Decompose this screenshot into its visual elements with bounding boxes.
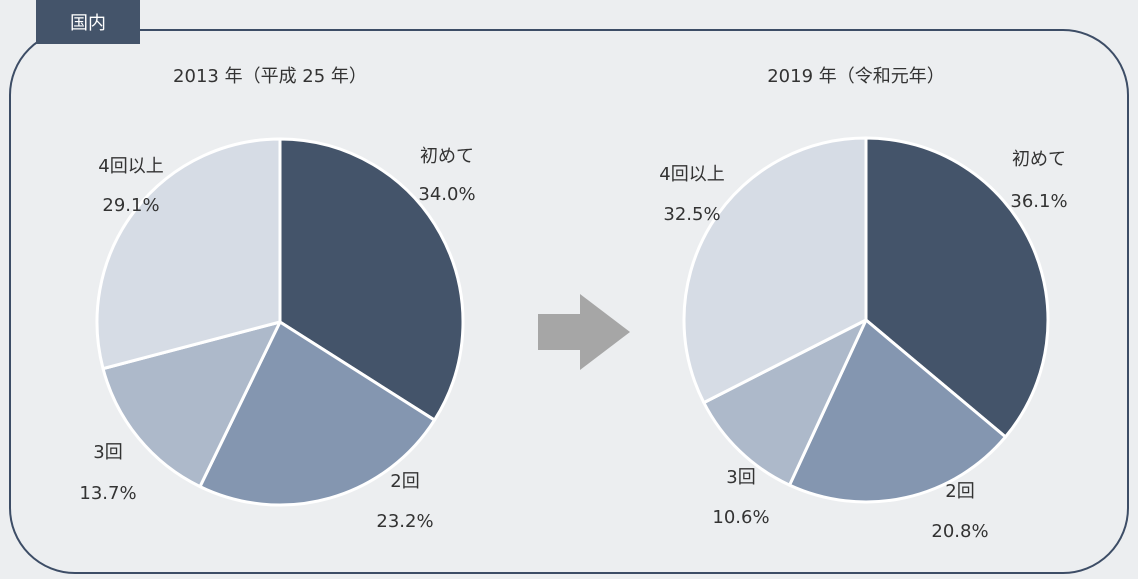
slice-label: 3回	[93, 442, 122, 463]
arrow-head	[580, 294, 630, 370]
pie-slice	[788, 318, 1007, 504]
value-label: 13.7%	[79, 483, 136, 504]
pie-slice	[101, 320, 282, 489]
value-label: 32.5%	[663, 204, 720, 225]
tag-box	[36, 0, 140, 44]
value-label: 20.8%	[931, 521, 988, 542]
pie-slice	[95, 137, 282, 371]
pie-slice	[864, 136, 1050, 439]
slice-label: 4回以上	[659, 164, 724, 185]
value-label: 10.6%	[712, 507, 769, 528]
slice-label: 2回	[390, 471, 419, 492]
slice-label: 初めて	[420, 146, 474, 167]
arrow-body	[538, 314, 582, 350]
slice-label: 初めて	[1012, 149, 1066, 170]
arrow	[538, 294, 630, 370]
frame	[9, 29, 1129, 574]
value-label: 36.1%	[1010, 191, 1067, 212]
value-label: 23.2%	[376, 511, 433, 532]
value-label: 34.0%	[418, 184, 475, 205]
value-label: 29.1%	[102, 195, 159, 216]
chart-title: 2019 年（令和元年）	[767, 66, 945, 87]
pie-slice	[682, 136, 868, 405]
tag: 国内	[70, 13, 106, 34]
slice-label: 2回	[945, 481, 974, 502]
slice-label: 3回	[726, 467, 755, 488]
pie-slice	[702, 318, 868, 487]
slice-label: 4回以上	[98, 156, 163, 177]
chart-title: 2013 年（平成 25 年）	[173, 66, 367, 87]
